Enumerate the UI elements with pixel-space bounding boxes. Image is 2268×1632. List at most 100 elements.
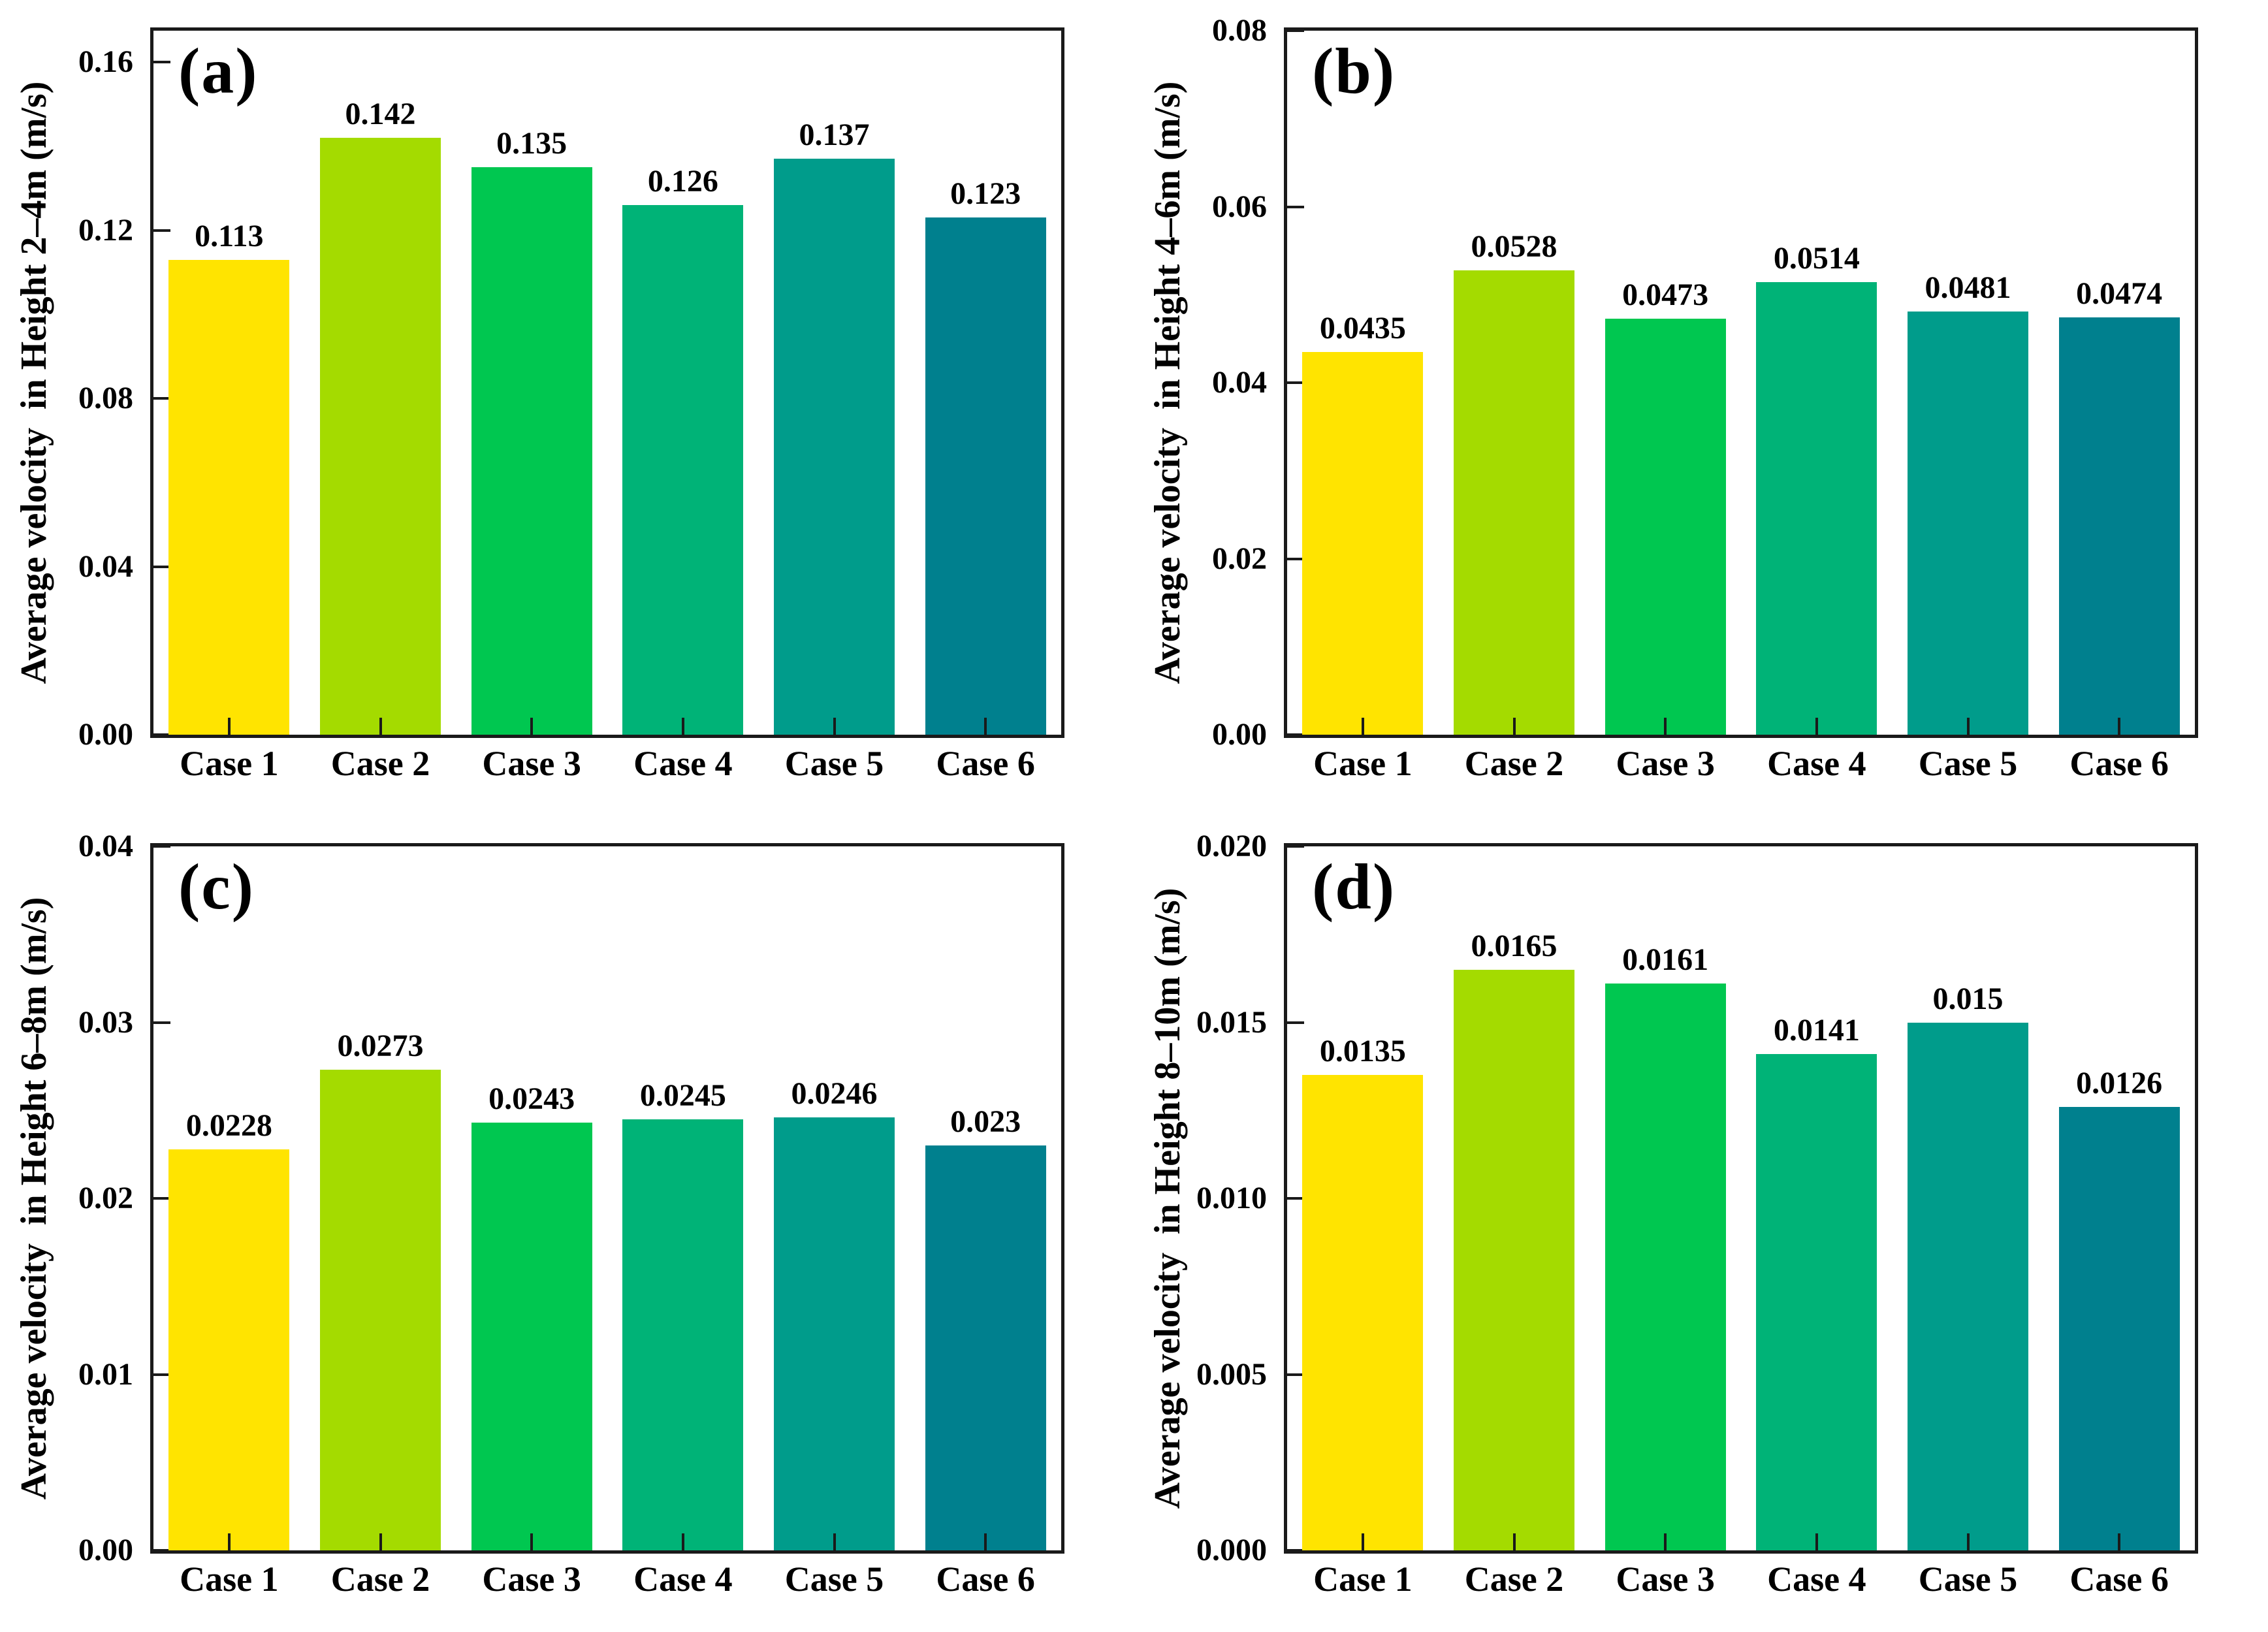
y-tick-label: 0.02 (78, 1181, 133, 1215)
y-tick-mark (153, 229, 170, 232)
x-tick-mark (681, 718, 684, 735)
x-tick-label: Case 5 (1918, 1560, 2018, 1599)
x-tick-label: Case 5 (784, 1560, 884, 1599)
bar-value-label: 0.015 (1932, 981, 2004, 1016)
y-tick-mark (153, 1549, 170, 1552)
x-tick-mark (833, 1533, 836, 1550)
x-tick-mark (227, 718, 231, 735)
y-tick-labels: 0.00 0.01 0.02 0.03 0.04 (0, 831, 150, 1566)
y-tick-label: 0.06 (1212, 189, 1267, 224)
bar-value-label: 0.123 (950, 176, 1021, 212)
y-tick-label: 0.03 (78, 1004, 133, 1040)
bar-case-2 (1453, 270, 1575, 735)
y-tick-label: 0.00 (78, 1533, 133, 1567)
bar-case-6 (2058, 317, 2180, 735)
x-tick-labels: Case 1 Case 2 Case 3 Case 4 Case 5 Case 6 (153, 1561, 1061, 1620)
panel-b: Average velocity in Height 4–6m (m/s) 0.… (1134, 0, 2268, 816)
bar-value-label: 0.0126 (2076, 1065, 2163, 1100)
x-tick-mark (1966, 1533, 1970, 1550)
y-tick-mark (1287, 845, 1304, 848)
x-tick-label: Case 4 (633, 1560, 733, 1599)
bar-value-label: 0.0528 (1471, 229, 1557, 264)
x-tick-mark (681, 1533, 684, 1550)
y-tick-mark (153, 845, 170, 848)
y-tick-label: 0.015 (1196, 1004, 1267, 1040)
bar-value-label: 0.142 (345, 97, 416, 132)
y-tick-mark (153, 733, 170, 736)
bar-case-5 (1907, 1022, 2029, 1550)
bar-case-4 (622, 1119, 744, 1550)
x-tick-label: Case 5 (1918, 744, 2018, 783)
x-tick-mark (1815, 718, 1818, 735)
y-tick-mark (153, 1021, 170, 1024)
bar-case-1 (1302, 1075, 1424, 1550)
bar-case-5 (773, 1117, 895, 1550)
x-tick-label: Case 1 (1313, 1560, 1413, 1599)
bar-value-label: 0.0161 (1622, 942, 1709, 978)
x-tick-label: Case 3 (1616, 744, 1715, 783)
y-tick-mark (1287, 381, 1304, 384)
bar-case-2 (319, 138, 441, 735)
x-tick-mark (833, 718, 836, 735)
x-tick-mark (379, 718, 382, 735)
panel-letter: (b) (1312, 35, 1396, 107)
y-tick-mark (153, 397, 170, 400)
bar-value-label: 0.0474 (2076, 276, 2163, 312)
y-tick-label: 0.04 (78, 829, 133, 863)
x-tick-mark (2118, 1533, 2121, 1550)
x-tick-mark (530, 1533, 534, 1550)
x-tick-label: Case 2 (330, 1560, 430, 1599)
y-tick-label: 0.020 (1196, 829, 1267, 863)
x-tick-label: Case 4 (1767, 1560, 1866, 1599)
y-tick-mark (1287, 557, 1304, 560)
panel-letter: (a) (178, 35, 259, 107)
y-tick-mark (153, 1373, 170, 1376)
y-tick-mark (1287, 1197, 1304, 1200)
bar-value-label: 0.0135 (1319, 1034, 1406, 1069)
x-tick-label: Case 3 (482, 744, 581, 783)
y-tick-label: 0.12 (78, 212, 133, 248)
panel-d: Average velocity in Height 8–10m (m/s) 0… (1134, 816, 2268, 1632)
x-tick-mark (227, 1533, 231, 1550)
x-tick-label: Case 6 (2069, 1560, 2169, 1599)
x-tick-label: Case 1 (180, 1560, 279, 1599)
x-tick-label: Case 2 (1464, 744, 1564, 783)
bar-case-6 (925, 217, 1046, 735)
y-tick-labels: 0.000 0.005 0.010 0.015 0.020 (1134, 831, 1284, 1566)
bar-case-6 (2058, 1106, 2180, 1550)
panel-letter: (c) (178, 850, 255, 923)
x-tick-labels: Case 1 Case 2 Case 3 Case 4 Case 5 Case 6 (1287, 746, 2195, 805)
x-tick-mark (530, 718, 534, 735)
y-tick-label: 0.08 (1212, 13, 1267, 48)
x-tick-labels: Case 1 Case 2 Case 3 Case 4 Case 5 Case 6 (153, 746, 1061, 805)
y-tick-mark (1287, 29, 1304, 32)
x-tick-label: Case 5 (784, 744, 884, 783)
x-tick-mark (1815, 1533, 1818, 1550)
y-tick-label: 0.005 (1196, 1356, 1267, 1392)
plot-area: (a) 0.113 0.142 0.135 0.126 0.137 0.123 (150, 27, 1064, 738)
y-tick-mark (1287, 733, 1304, 736)
bar-case-4 (622, 205, 744, 735)
bar-case-1 (168, 259, 290, 735)
bar-value-label: 0.0273 (337, 1029, 424, 1064)
x-tick-label: Case 2 (1464, 1560, 1564, 1599)
x-tick-mark (1664, 1533, 1667, 1550)
bar-value-label: 0.0141 (1773, 1013, 1860, 1048)
bar-value-label: 0.113 (195, 218, 264, 253)
x-tick-mark (1512, 1533, 1516, 1550)
bar-value-label: 0.0435 (1319, 310, 1406, 345)
bar-value-label: 0.0514 (1773, 241, 1860, 276)
x-tick-label: Case 1 (1313, 744, 1413, 783)
y-tick-label: 0.010 (1196, 1181, 1267, 1215)
panel-letter: (d) (1312, 850, 1396, 923)
y-tick-label: 0.00 (1212, 717, 1267, 752)
bar-case-6 (925, 1145, 1046, 1550)
x-tick-mark (1664, 718, 1667, 735)
x-tick-mark (1361, 718, 1364, 735)
plot-area: (b) 0.0435 0.0528 0.0473 0.0514 0.0481 0.0474 (1284, 27, 2198, 738)
bar-case-3 (1605, 318, 1726, 735)
panel-c: Average velocity in Height 6–8m (m/s) 0.… (0, 816, 1134, 1632)
x-tick-mark (984, 718, 987, 735)
bar-value-label: 0.135 (496, 126, 567, 161)
